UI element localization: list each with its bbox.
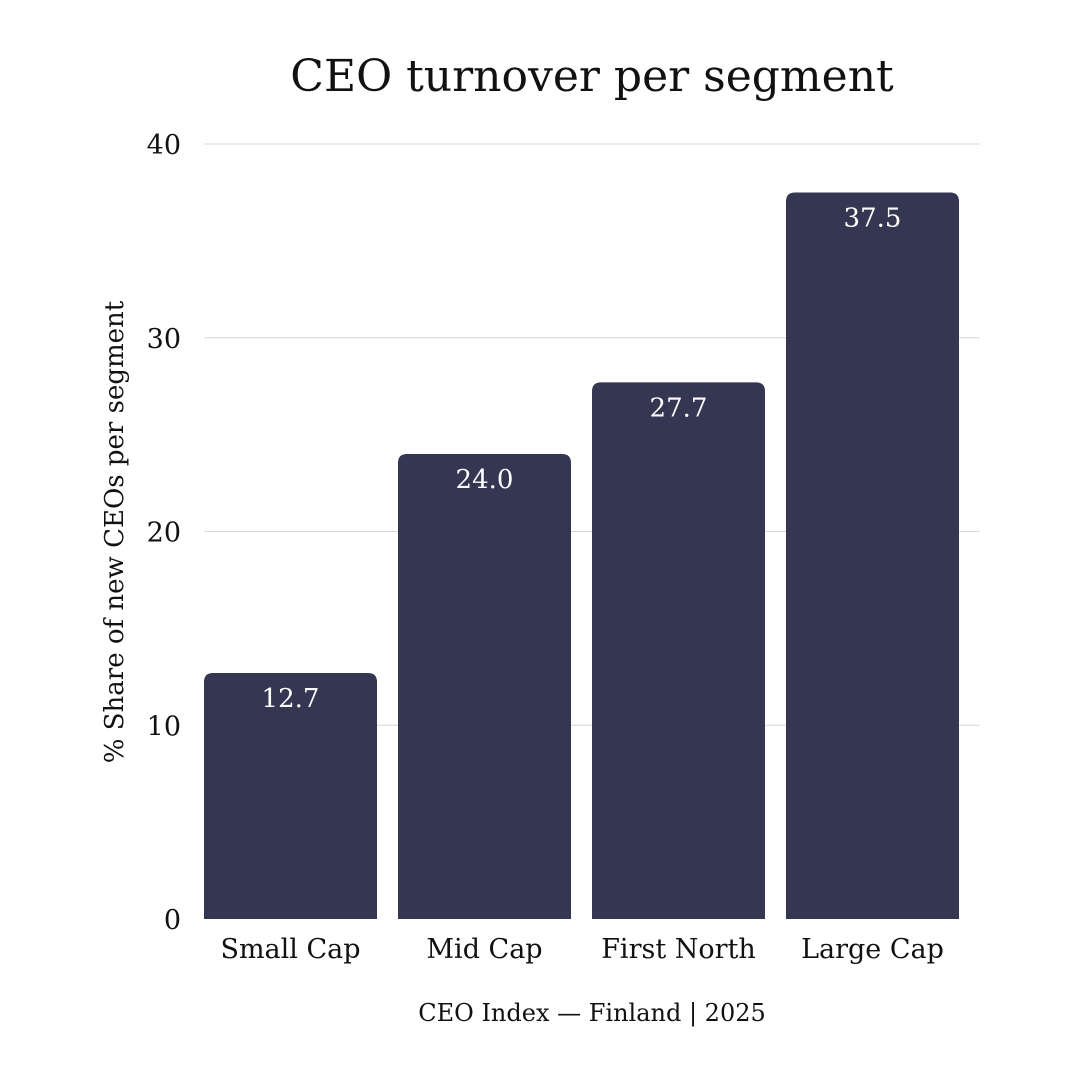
data-label: 12.7 <box>262 684 320 714</box>
bar-first-north <box>592 382 765 919</box>
x-tick-label: Mid Cap <box>426 934 542 965</box>
x-axis-label: CEO Index — Finland | 2025 <box>418 999 766 1028</box>
x-axis-categories: Small Cap Mid Cap First North Large Cap <box>220 934 943 965</box>
x-tick-label: First North <box>601 934 756 965</box>
chart-title: CEO turnover per segment <box>290 51 894 102</box>
x-tick-label: Small Cap <box>220 934 360 965</box>
bar-small-cap <box>204 672 377 919</box>
data-label: 24.0 <box>456 465 514 495</box>
data-label: 37.5 <box>844 203 902 233</box>
y-tick-label: 40 <box>147 130 181 161</box>
x-tick-label: Large Cap <box>801 934 944 965</box>
y-axis-ticks: 0 10 20 30 40 <box>147 130 181 936</box>
y-tick-label: 30 <box>147 324 181 355</box>
bars <box>204 192 959 919</box>
bar-large-cap <box>786 192 959 919</box>
y-axis-label: % Share of new CEOs per segment <box>100 300 130 763</box>
data-label: 27.7 <box>650 393 708 423</box>
data-labels: 12.7 24.0 27.7 37.5 <box>262 203 902 714</box>
y-tick-label: 20 <box>147 518 181 549</box>
y-tick-label: 0 <box>164 905 181 936</box>
y-tick-label: 10 <box>147 711 181 742</box>
bar-mid-cap <box>398 454 571 919</box>
